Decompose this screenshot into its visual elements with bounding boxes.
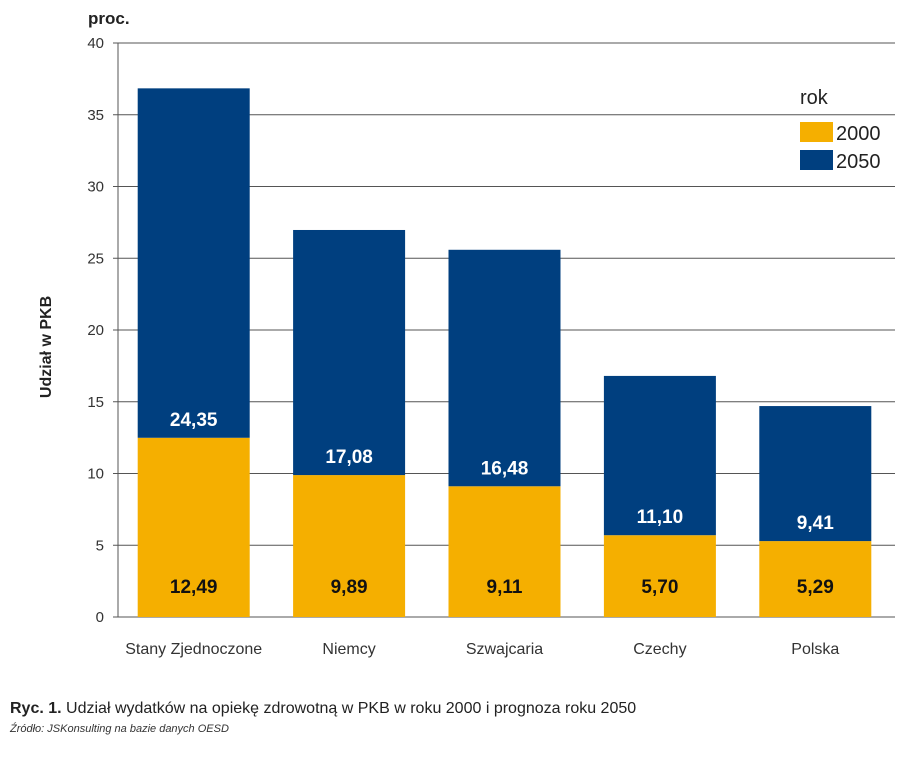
data-label-2000-0: 12,49 <box>170 577 218 598</box>
stacked-bar-chart: 0 5 10 15 20 25 30 35 40 Stany Zjednoczone Niemcy S… <box>38 9 895 658</box>
figure-source: Źródło: JSKonsulting na bazie danych OES… <box>10 723 229 735</box>
y-axis-label: Udział w PKB <box>38 296 55 398</box>
x-category-label: Stany Zjednoczone <box>125 641 262 658</box>
bar-2050-1 <box>293 229 406 476</box>
data-label-2000-1: 9,89 <box>331 577 368 598</box>
y-tick-label: 15 <box>87 394 104 411</box>
data-label-2000-2: 9,11 <box>487 577 523 598</box>
y-tick-label: 30 <box>87 179 104 196</box>
x-category-label: Czechy <box>633 641 686 658</box>
y-tick-label: 20 <box>87 322 104 339</box>
legend-title: rok <box>800 87 829 109</box>
legend-label-2050: 2050 <box>836 151 881 173</box>
bar-2050-4 <box>759 406 872 542</box>
bar-2050-2 <box>448 249 561 487</box>
bar-2000-0 <box>137 437 250 617</box>
figure-caption: Ryc. 1. Udział wydatków na opiekę zdrowo… <box>10 700 636 718</box>
bar-2050-3 <box>603 375 716 536</box>
legend-swatch-2050 <box>800 150 833 170</box>
x-category-label: Szwajcaria <box>466 641 543 658</box>
bar-2000-2 <box>448 486 561 617</box>
data-label-2000-4: 5,29 <box>797 577 834 598</box>
bar-2000-1 <box>293 475 406 617</box>
figure-number: Ryc. 1. <box>10 700 62 717</box>
data-label-2050-1: 17,08 <box>325 447 373 468</box>
x-category-label: Polska <box>791 641 839 658</box>
unit-label: proc. <box>88 9 130 28</box>
data-label-2050-3: 11,10 <box>637 507 684 528</box>
data-label-2000-3: 5,70 <box>641 577 678 598</box>
bars <box>137 88 872 617</box>
data-labels: 12,49 24,35 9,89 17,08 9,11 16,48 5,70 11,10 5,2… <box>170 410 834 598</box>
bar-2050-0 <box>137 88 250 438</box>
figure-caption-text: Udział wydatków na opiekę zdrowotną w PK… <box>66 700 637 717</box>
data-label-2050-2: 16,48 <box>481 458 529 479</box>
y-tick-label: 5 <box>96 537 104 554</box>
bar-2000-3 <box>603 535 716 617</box>
y-tick-label: 25 <box>87 250 104 267</box>
legend: rok 2000 2050 <box>800 87 881 173</box>
y-tick-label: 10 <box>87 466 104 483</box>
bar-2000-4 <box>759 541 872 617</box>
y-tick-label: 40 <box>87 35 104 52</box>
data-label-2050-0: 24,35 <box>170 410 218 431</box>
y-tick-label: 35 <box>87 107 104 124</box>
legend-swatch-2000 <box>800 122 833 142</box>
y-tick-label: 0 <box>96 609 104 626</box>
legend-label-2000: 2000 <box>836 123 881 145</box>
data-label-2050-4: 9,41 <box>797 513 834 534</box>
x-category-label: Niemcy <box>322 641 375 658</box>
